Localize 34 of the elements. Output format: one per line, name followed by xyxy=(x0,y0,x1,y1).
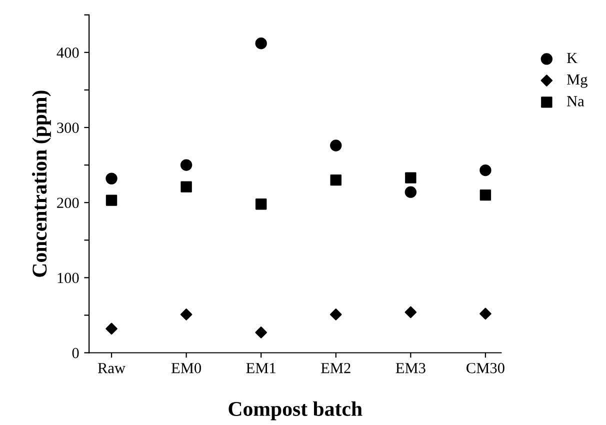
y-tick-label: 100 xyxy=(58,272,79,284)
x-tick-label: EM2 xyxy=(321,362,350,374)
point xyxy=(330,140,342,152)
point xyxy=(404,186,417,198)
y-tick-label: 200 xyxy=(57,198,79,208)
x-tick-label: CM30 xyxy=(466,362,504,374)
x-axis-title: Compost batch xyxy=(228,401,362,420)
legend-label: K xyxy=(566,52,578,63)
y-tick-label: 300 xyxy=(57,122,79,133)
point xyxy=(106,194,118,206)
x-tick-label: EM1 xyxy=(246,362,276,374)
point xyxy=(180,159,192,171)
point xyxy=(404,306,417,318)
point xyxy=(330,174,342,186)
point xyxy=(255,38,267,50)
point xyxy=(480,308,492,320)
point xyxy=(180,181,192,192)
point xyxy=(480,164,492,176)
legend-label: Na xyxy=(566,96,584,106)
x-tick-label: EM3 xyxy=(396,362,426,374)
y-tick-label: 0 xyxy=(72,348,79,358)
y-tick-label: 400 xyxy=(56,48,79,58)
point xyxy=(106,322,118,335)
point xyxy=(180,308,192,320)
point xyxy=(106,172,118,184)
x-tick-label: Raw xyxy=(98,363,126,374)
x-tick-label: EM0 xyxy=(171,362,201,374)
point xyxy=(255,198,267,210)
point xyxy=(330,308,342,320)
point xyxy=(255,326,267,338)
legend-label: Mg xyxy=(566,74,588,88)
point xyxy=(480,189,492,201)
y-axis-title: Concentration (ppm) xyxy=(32,90,51,277)
point xyxy=(405,172,416,184)
